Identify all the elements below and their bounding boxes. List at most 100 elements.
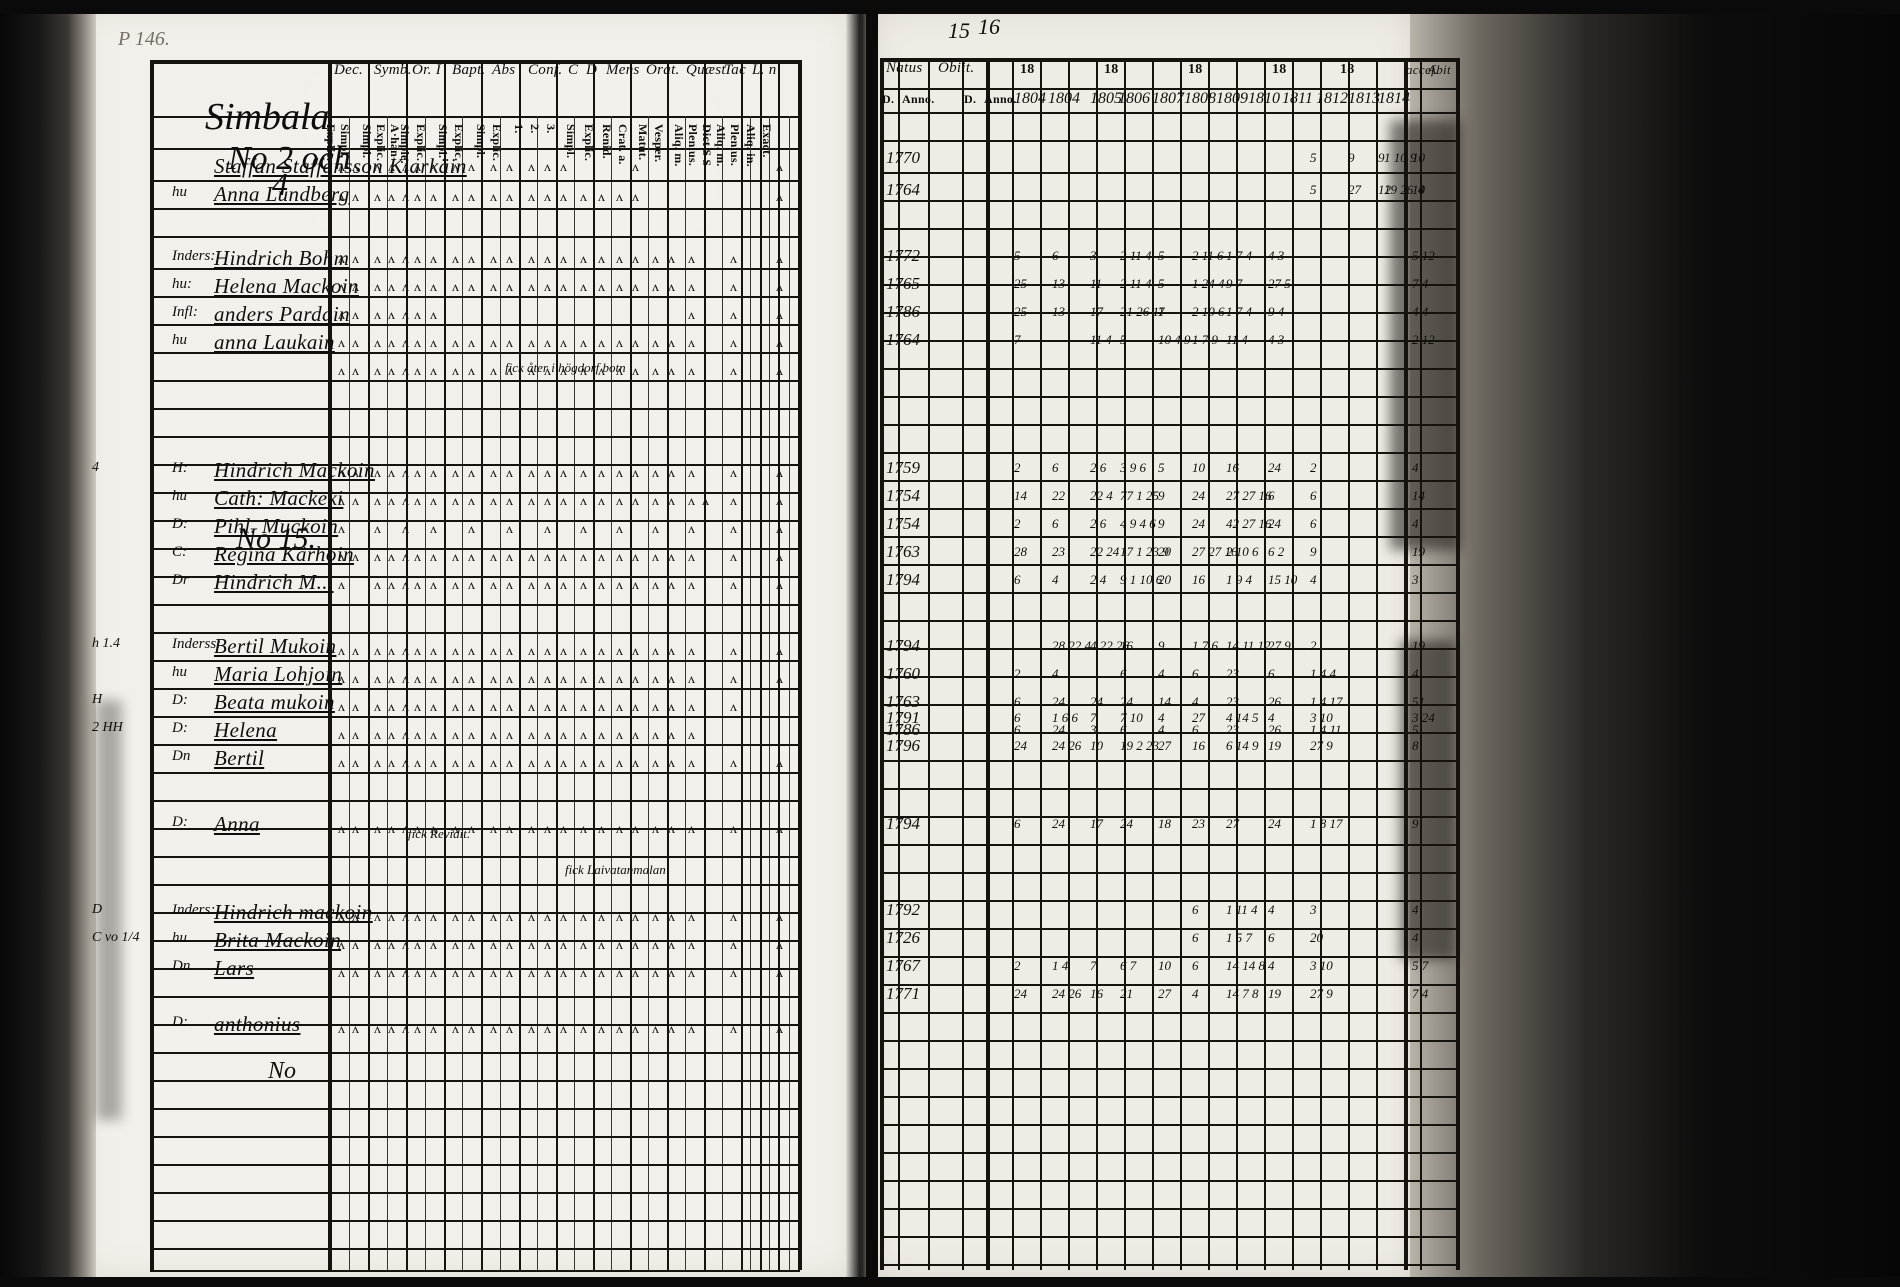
tally-mark-r8-c11: ᴧ — [528, 494, 535, 509]
right-row-rule-32 — [880, 1040, 1458, 1042]
tally-mark-r21-c7: ʌ — [452, 1022, 459, 1037]
tally-mark-r1-c15: ʌ — [598, 190, 605, 205]
tally-mark-r20-c15: ʌ — [598, 966, 605, 981]
row-prefix-12: Dr — [172, 572, 189, 588]
tally-mark-r19-c1: ʌ — [352, 938, 359, 953]
value-cell-r14-c7: 26 — [1268, 722, 1281, 737]
tally-mark-r14-c5: ᴧ — [414, 700, 421, 715]
tally-mark-r21-c20: ʌ — [688, 1022, 695, 1037]
tally-mark-r2-c13: ʌ — [560, 252, 567, 267]
tally-mark-r16-c10: ᴧ — [506, 756, 513, 771]
tally-mark-r8-c13: ʌ — [560, 494, 567, 509]
page-title: Simbala — [205, 96, 330, 138]
right-row-rule-0 — [880, 140, 1458, 142]
tally-mark-r12-c18: ʌ — [652, 644, 659, 659]
sub-column-rule-3 — [462, 116, 463, 1270]
tally-mark-r20-c12: ʌ — [544, 966, 551, 981]
tally-mark-r20-c9: ʌ — [490, 966, 497, 981]
value-cell-r12-c8: 1 4 4 — [1310, 666, 1336, 681]
row-prefix-16: D: — [172, 692, 188, 708]
right-group-label-4: 18 — [1188, 62, 1203, 77]
abit-value-18: 5 7 — [1412, 958, 1429, 973]
tally-mark-r0-c10: ᴧ — [506, 160, 513, 175]
left-page-paper — [72, 0, 862, 1287]
sub-column-label-16: Renid. — [600, 124, 614, 159]
row-prefix-18: Dn — [172, 748, 191, 764]
tally-mark-r4-c2: ʌ — [374, 308, 381, 323]
tally-mark-r0-c1: ʌ — [352, 160, 359, 175]
birth-year-18: 1767 — [886, 956, 920, 975]
abit-value-19: 7 4 — [1412, 986, 1429, 1001]
tally-mark-r12-c14: ᴧ — [580, 644, 587, 659]
tally-mark-r10-c11: ʌ — [528, 550, 535, 565]
value-cell-r19-c0: 24 — [1014, 986, 1027, 1001]
tally-mark-r8-c0: ʌ — [338, 494, 345, 509]
tally-mark-r20-c7: ʌ — [452, 966, 459, 981]
value-cell-r6-c7: 24 — [1268, 460, 1281, 475]
value-cell-r7-c2: 22 4 — [1090, 488, 1113, 503]
right-column-rule-11 — [1180, 58, 1182, 1270]
value-cell-r11-c5: 1 7 6 — [1192, 638, 1218, 653]
column-group-label-3: Bapt. — [452, 62, 486, 78]
tally-mark-r13-c19: ʌ — [668, 672, 675, 687]
row-rule-36 — [150, 1164, 800, 1166]
tally-mark-r21-c8: ʌ — [468, 1022, 475, 1037]
value-cell-r7-c6: 27 27 16 — [1226, 488, 1272, 503]
tally-mark-r13-c12: ʌ — [544, 672, 551, 687]
tally-mark-r8-c2: ᴧ — [374, 494, 381, 509]
tally-mark-r8-c17: ʌ — [632, 494, 639, 509]
tally-mark-r5-c3: ʌ — [388, 336, 395, 351]
tally-mark-r15-c12: ʌ — [544, 728, 551, 743]
tally-mark-r0-c2: ʌ — [374, 160, 381, 175]
value-cell-r11-c8: 2 — [1310, 638, 1317, 653]
tally-mark-r3-c0: ᴧ — [338, 280, 345, 295]
inline-note: fick Laivatanmalan — [565, 862, 666, 877]
tally-mark-r4-c26: ʌ — [776, 308, 783, 323]
value-cell-r19-c6: 14 7 8 — [1226, 986, 1259, 1001]
tally-mark-r17-c23: ᴧ — [730, 822, 737, 837]
tally-mark-r15-c15: ʌ — [598, 728, 605, 743]
tally-mark-r6-c10: ʌ — [506, 364, 513, 379]
column-rule-6 — [481, 60, 483, 1270]
value-cell-r14-c4: 4 — [1158, 722, 1165, 737]
value-cell-r14-c2: 3 — [1090, 722, 1097, 737]
column-group-label-7: D — [586, 62, 598, 78]
tally-mark-r6-c4: ᴧ — [402, 364, 409, 379]
tally-mark-r11-c26: ʌ — [776, 578, 783, 593]
tally-mark-r19-c12: ᴧ — [544, 938, 551, 953]
right-row-rule-12 — [880, 480, 1458, 482]
row-prefix-17: D: — [172, 720, 188, 736]
tally-mark-r14-c23: ʌ — [730, 700, 737, 715]
column-rule-16 — [800, 60, 802, 1270]
right-row-rule-21 — [880, 732, 1458, 734]
tally-mark-r13-c11: ᴧ — [528, 672, 535, 687]
value-cell-r3-c7: 27 5 — [1268, 276, 1291, 291]
value-cell-r16-c5: 6 — [1192, 902, 1199, 917]
tally-mark-r21-c15: ʌ — [598, 1022, 605, 1037]
right-row-rule-4 — [880, 256, 1458, 258]
column-group-label-2: Or. I — [412, 62, 442, 78]
right-column-rule-7 — [1068, 58, 1070, 1270]
birth-year-3: 1765 — [886, 274, 920, 293]
row-name-12: Hindrich M... — [214, 570, 334, 594]
tally-mark-r21-c23: ʌ — [730, 1022, 737, 1037]
tally-mark-r14-c13: ʌ — [560, 700, 567, 715]
tally-mark-r12-c13: ʌ — [560, 644, 567, 659]
value-cell-r10-c0: 6 — [1014, 572, 1021, 587]
abit-value-7: 14 — [1412, 488, 1425, 503]
abit-value-17: 4 — [1412, 930, 1419, 945]
tally-mark-r18-c20: ᴧ — [688, 910, 695, 925]
tally-mark-r2-c17: ᴧ — [632, 252, 639, 267]
tally-mark-r0-c8: ʌ — [468, 160, 475, 175]
tally-mark-r6-c16: ʌ — [616, 364, 623, 379]
value-cell-r9-c4: 20 — [1158, 544, 1171, 559]
value-cell-r0-c10: 9 — [1378, 150, 1385, 165]
right-header-divider — [880, 88, 1458, 90]
birth-year-0: 1770 — [886, 148, 920, 167]
tally-mark-r13-c2: ʌ — [374, 672, 381, 687]
tally-mark-r8-c18: ᴧ — [652, 494, 659, 509]
value-cell-r3-c1: 13 — [1052, 276, 1065, 291]
right-row-rule-14 — [880, 536, 1458, 538]
tally-mark-r17-c2: ᴧ — [374, 822, 381, 837]
row-name-22: Hindrich mackoin — [214, 900, 373, 924]
